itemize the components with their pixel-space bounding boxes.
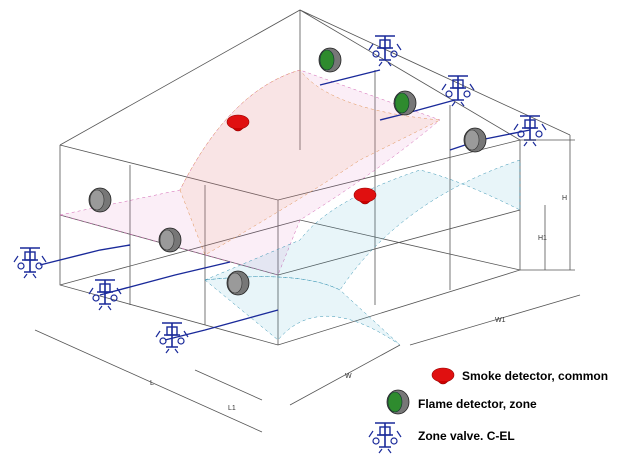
legend-label: Zone valve. C-EL [418, 429, 515, 443]
dimension-lines: L L1 W W1 H H1 [34, 135, 581, 433]
pipes [39, 69, 531, 341]
dimension-label: W1 [495, 317, 506, 324]
dimension-label: H1 [538, 235, 547, 242]
legend-label: Flame detector, zone [418, 397, 537, 411]
legend: Smoke detector, common Flame detector, z… [368, 367, 608, 454]
dimension-label: H [562, 195, 567, 202]
room-box [59, 9, 571, 346]
dimension-label: W [345, 373, 352, 380]
dimension-label: L1 [228, 405, 236, 412]
dimension-label: L [150, 380, 154, 387]
legend-label: Smoke detector, common [462, 369, 608, 383]
